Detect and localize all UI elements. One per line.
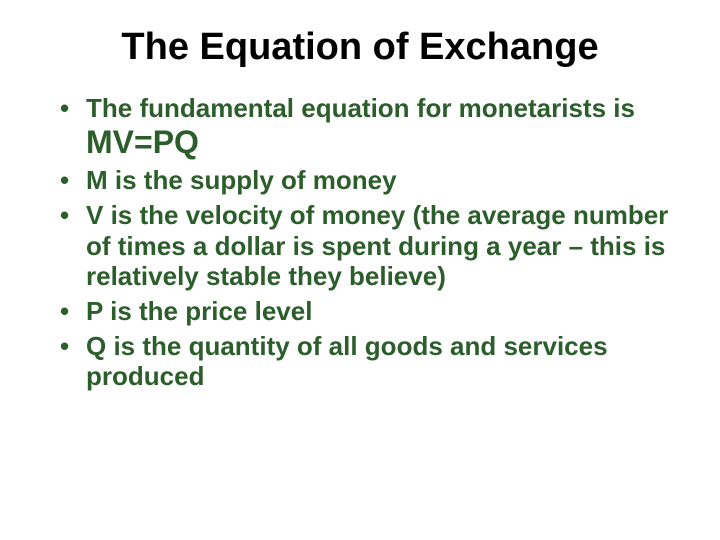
slide-title: The Equation of Exchange [40, 26, 680, 69]
slide: The Equation of Exchange The fundamental… [0, 0, 720, 540]
bullet-item-3: V is the velocity of money (the average … [60, 200, 670, 292]
bullet-list: The fundamental equation for monetarists… [40, 93, 680, 392]
bullet-1-text: The fundamental equation for monetarists… [86, 93, 635, 123]
bullet-item-4: P is the price level [60, 296, 670, 327]
bullet-item-5: Q is the quantity of all goods and servi… [60, 331, 670, 392]
bullet-item-2: M is the supply of money [60, 165, 670, 196]
equation-text: MV=PQ [86, 124, 199, 160]
bullet-item-1: The fundamental equation for monetarists… [60, 93, 670, 161]
